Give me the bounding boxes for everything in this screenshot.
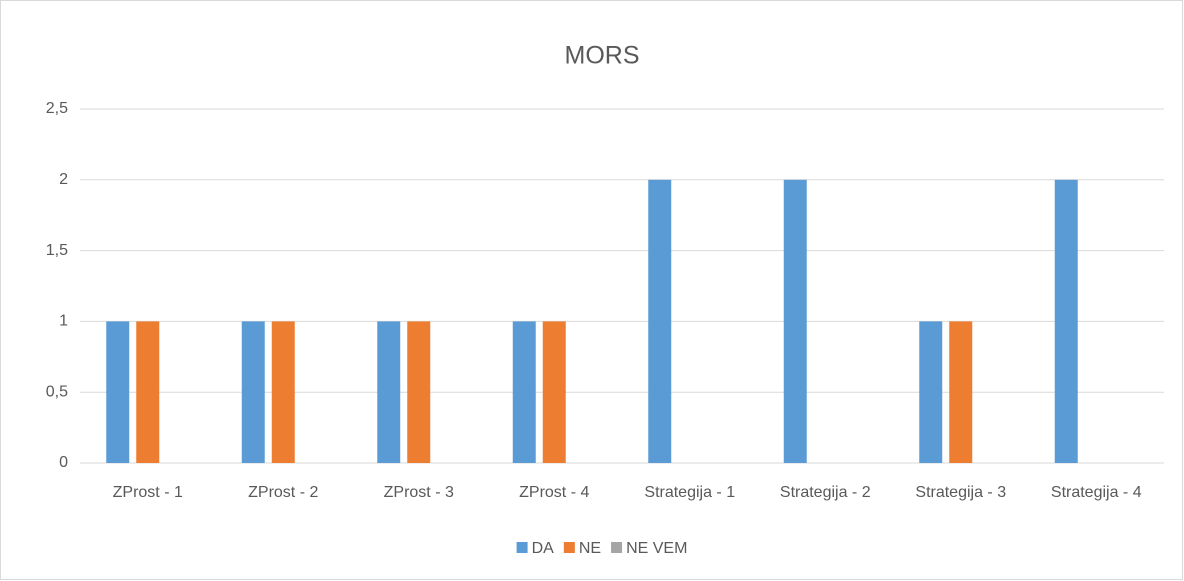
- bar: [512, 321, 536, 463]
- chart-title: MORS: [565, 42, 640, 70]
- bar: [407, 321, 431, 463]
- bar: [783, 179, 807, 464]
- x-tick-label: ZProst - 3: [384, 484, 454, 501]
- y-tick-label: 0,5: [46, 383, 68, 400]
- bar: [648, 179, 672, 464]
- bar: [106, 321, 130, 463]
- y-tick-label: 2,5: [46, 100, 68, 117]
- legend-swatch: [516, 542, 528, 553]
- x-tick-label: Strategija - 1: [644, 484, 735, 501]
- x-tick-label: Strategija - 3: [915, 484, 1006, 501]
- x-tick-label: Strategija - 4: [1051, 484, 1142, 501]
- y-tick-label: 1,5: [46, 242, 68, 259]
- legend-label: NE VEM: [626, 540, 687, 557]
- y-tick-label: 1: [59, 313, 68, 330]
- legend-swatch: [563, 542, 575, 553]
- legend-label: NE: [579, 540, 601, 557]
- y-tick-label: 2: [59, 171, 68, 188]
- bar: [377, 321, 401, 463]
- x-tick-label: ZProst - 4: [519, 484, 589, 501]
- bar: [271, 321, 295, 463]
- legend-swatch: [611, 542, 623, 553]
- bar: [542, 321, 566, 463]
- x-tick-label: ZProst - 2: [248, 484, 318, 501]
- y-tick-label: 0: [59, 454, 68, 471]
- bar: [919, 321, 943, 463]
- x-tick-label: Strategija - 2: [780, 484, 871, 501]
- bar: [949, 321, 973, 463]
- bar: [1054, 179, 1078, 464]
- legend-label: DA: [532, 540, 555, 557]
- x-tick-label: ZProst - 1: [113, 484, 183, 501]
- bar: [241, 321, 265, 463]
- bar: [136, 321, 160, 463]
